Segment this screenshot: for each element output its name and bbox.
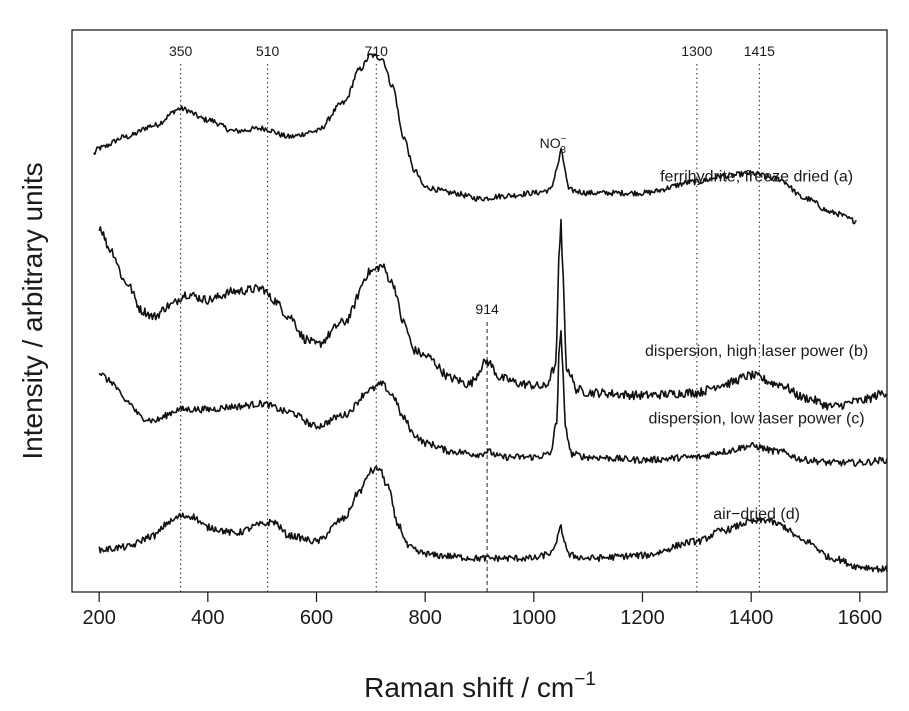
spectra-series: ferrihydrite, freeze dried (a) dispersion… — [93, 53, 888, 573]
x-tick-label: 600 — [300, 607, 333, 629]
x-axis-title: Raman shift / cm−1 — [364, 669, 596, 703]
y-axis-title: Intensity / arbitrary units — [17, 162, 48, 459]
x-tick-label: 1200 — [620, 607, 665, 629]
peak-label-350: 350 — [169, 43, 193, 59]
series-label-4: air−dried (d) — [713, 506, 800, 523]
annotations: NO− 3 — [540, 134, 567, 156]
nitrate-annotation-text: NO — [540, 135, 561, 151]
reference-lines: 350 510 710 914 1300 1415 — [169, 43, 775, 592]
peak-label-1300: 1300 — [681, 43, 712, 59]
peak-label-1415: 1415 — [744, 43, 775, 59]
series-label-2: dispersion, high laser power (b) — [645, 343, 868, 360]
x-tick-label: 800 — [408, 607, 441, 629]
peak-label-914: 914 — [475, 301, 499, 317]
plot-frame — [71, 29, 888, 593]
peak-label-510: 510 — [256, 43, 280, 59]
nitrate-annotation: NO− 3 — [540, 134, 567, 156]
series-label-3: dispersion, low laser power (c) — [649, 410, 865, 427]
x-axis: 200 400 600 800 1000 1200 1400 1600 — [82, 592, 882, 629]
nitrate-annotation-subscript: 3 — [560, 145, 566, 156]
series-label-1: ferrihydrite, freeze dried (a) — [660, 169, 853, 186]
x-tick-label: 1400 — [729, 607, 774, 629]
series-line-1 — [93, 53, 857, 225]
series-line-3 — [98, 329, 888, 467]
series-line-2 — [98, 218, 888, 411]
x-tick-label: 1000 — [512, 607, 557, 629]
series-line-4 — [98, 465, 888, 573]
x-tick-label: 400 — [191, 607, 224, 629]
x-axis-title-superscript: −1 — [574, 669, 596, 690]
x-tick-label: 1600 — [838, 607, 883, 629]
nitrate-annotation-superscript: − — [561, 134, 567, 145]
peak-label-710: 710 — [365, 43, 389, 59]
x-tick-label: 200 — [82, 607, 115, 629]
